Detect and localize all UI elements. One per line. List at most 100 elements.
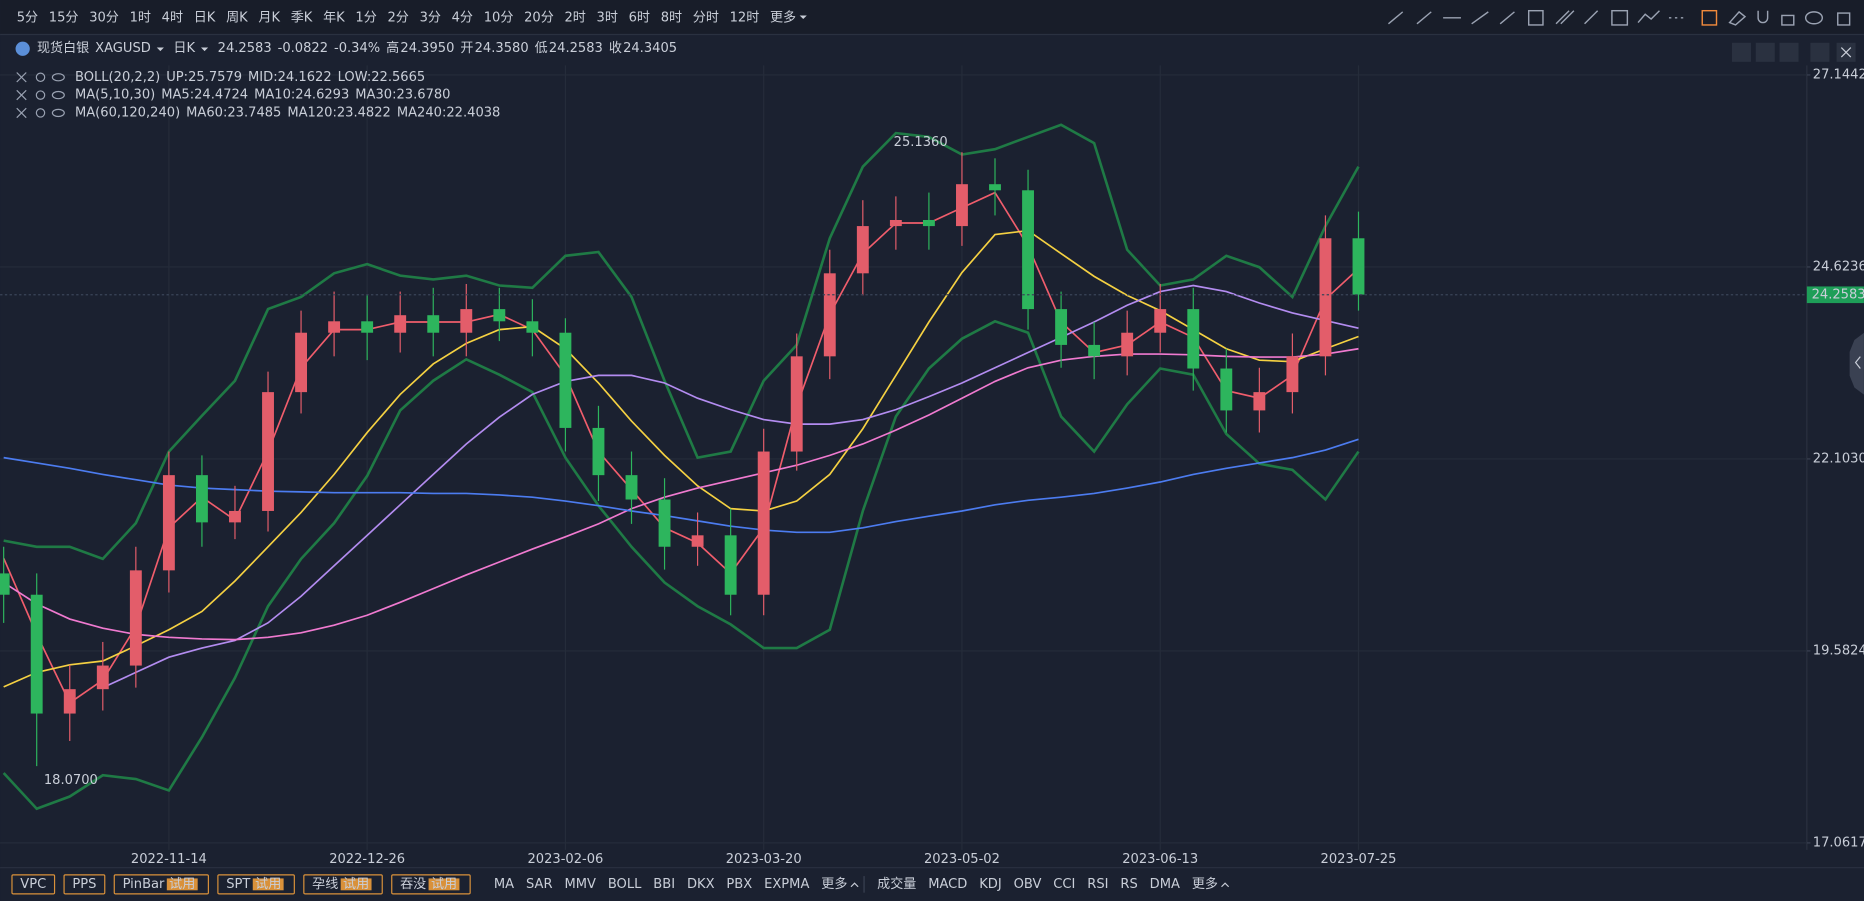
pattern-button[interactable] — [113, 874, 209, 895]
period-tab[interactable]: 4时 — [162, 10, 183, 25]
y-tick-label: 19.5824 — [1813, 643, 1864, 658]
indicator-tab[interactable]: BOLL — [608, 877, 642, 892]
period-tab[interactable]: 季K — [291, 10, 313, 25]
period-tab[interactable]: 3时 — [597, 10, 618, 25]
visibility-icon[interactable] — [51, 108, 65, 118]
settings-icon[interactable] — [35, 108, 46, 118]
dropdown-caret — [201, 47, 209, 52]
candle-body — [1154, 309, 1167, 333]
settings-icon[interactable] — [35, 90, 46, 100]
candle-body — [162, 475, 175, 571]
pattern-label[interactable]: PPS — [72, 877, 96, 892]
trial-badge — [428, 878, 460, 891]
pattern-button[interactable] — [11, 874, 56, 895]
indicator-value: MA10:24.6293 — [254, 88, 349, 103]
pattern-button[interactable] — [217, 874, 295, 895]
indicator-tab[interactable]: MMV — [564, 877, 596, 892]
visibility-icon[interactable] — [51, 73, 65, 82]
period-tab[interactable]: 15分 — [49, 10, 79, 25]
period-tab[interactable]: 10分 — [484, 10, 514, 25]
indicator-tab[interactable]: RSI — [1087, 877, 1108, 892]
low-label: 低 — [535, 41, 548, 56]
open-label: 开 — [460, 41, 473, 56]
indicator-tab[interactable]: DMA — [1150, 877, 1180, 892]
trial-badge — [166, 878, 198, 891]
period-tab[interactable]: 5分 — [17, 10, 38, 25]
period-tab[interactable]: 年K — [323, 10, 345, 25]
candle-body — [856, 226, 869, 274]
period-tab[interactable]: 3分 — [420, 10, 441, 25]
period-tab[interactable]: 月K — [258, 10, 280, 25]
indicator-tab[interactable]: MACD — [928, 877, 967, 892]
drawing-tools[interactable] — [1387, 9, 1851, 26]
period-tab[interactable]: 8时 — [661, 10, 682, 25]
period-tab[interactable]: 12时 — [730, 10, 760, 25]
pattern-label[interactable]: 孕线 — [312, 877, 338, 892]
indicator-tab[interactable]: SAR — [526, 877, 553, 892]
period-tab[interactable]: 1时 — [130, 10, 151, 25]
indicator-tab[interactable]: 更多 — [821, 876, 847, 892]
period-tab[interactable]: 日K — [194, 10, 216, 25]
close-value: 24.3405 — [623, 41, 677, 56]
indicator-tab[interactable]: KDJ — [979, 877, 1001, 892]
period-tab[interactable]: 4分 — [452, 10, 473, 25]
candle-body — [1022, 190, 1034, 310]
indicator-tab[interactable]: CCI — [1053, 877, 1075, 892]
period-tab[interactable]: 20分 — [524, 10, 554, 25]
remove-icon[interactable] — [16, 72, 27, 83]
pattern-button[interactable] — [303, 874, 383, 895]
period-tab[interactable]: 分时 — [693, 10, 719, 25]
indicator-tab[interactable]: OBV — [1014, 877, 1042, 892]
indicator-tab[interactable]: 成交量 — [877, 876, 916, 892]
indicator-value: MA60:23.7485 — [186, 105, 281, 120]
pattern-label[interactable]: PinBar — [123, 877, 165, 892]
period-tab[interactable]: 2分 — [387, 10, 408, 25]
pattern-button[interactable] — [391, 874, 471, 895]
indicator-tab[interactable]: MA — [494, 877, 514, 892]
symbol-code[interactable]: XAGUSD — [95, 41, 151, 56]
indicator-tab[interactable]: PBX — [726, 877, 752, 892]
price-change: -0.0822 — [278, 41, 328, 56]
pattern-label[interactable]: 吞没 — [400, 877, 426, 892]
indicator-value: MA30:23.6780 — [355, 88, 450, 103]
trial-tag: 试用 — [431, 877, 457, 892]
high-annotation: 25.1360 — [894, 135, 948, 150]
period-tab[interactable]: 2时 — [564, 10, 585, 25]
indicator-tab[interactable]: EXPMA — [764, 877, 809, 892]
period-tab[interactable]: 6时 — [629, 10, 650, 25]
symbol-name[interactable]: 现货白银 — [37, 40, 89, 56]
indicator-name: MA(5,10,30) — [75, 88, 155, 103]
pattern-button[interactable] — [63, 874, 106, 895]
period-tab[interactable]: 1分 — [355, 10, 376, 25]
settings-icon[interactable] — [35, 72, 46, 83]
chart-controls[interactable] — [1731, 42, 1856, 62]
indicator-tab[interactable]: BBI — [653, 877, 675, 892]
candle-body — [63, 689, 76, 714]
indicator-tab[interactable]: 更多 — [1192, 876, 1218, 892]
indicator-value: MID:24.1622 — [248, 70, 332, 85]
pattern-label[interactable]: VPC — [20, 877, 46, 892]
remove-icon[interactable] — [16, 89, 27, 101]
candle-body — [559, 332, 572, 428]
period-tab[interactable]: 30分 — [89, 10, 119, 25]
remove-icon[interactable] — [16, 107, 27, 119]
x-tick-label: 2023-02-06 — [527, 852, 603, 867]
low-value: 24.2583 — [549, 41, 603, 56]
period[interactable]: 日K — [173, 41, 195, 56]
candle-body — [592, 427, 605, 476]
indicator-tab[interactable]: DKX — [687, 877, 715, 892]
candle-body — [394, 315, 407, 333]
x-tick-label: 2022-11-14 — [131, 852, 207, 867]
indicator-tab[interactable]: RS — [1120, 877, 1137, 892]
period-tab[interactable]: 周K — [226, 10, 248, 25]
visibility-icon[interactable] — [51, 90, 65, 100]
period-tab[interactable]: 更多 — [770, 9, 796, 25]
close-label: 收 — [609, 41, 622, 56]
candle-body — [1055, 309, 1068, 345]
last-price-tag-label: 24.2583 — [1812, 287, 1864, 302]
trial-tag: 试用 — [169, 877, 195, 892]
more-caret — [799, 15, 807, 20]
pattern-label[interactable]: SPT — [226, 877, 251, 892]
y-tick-label: 22.1030 — [1813, 451, 1864, 466]
